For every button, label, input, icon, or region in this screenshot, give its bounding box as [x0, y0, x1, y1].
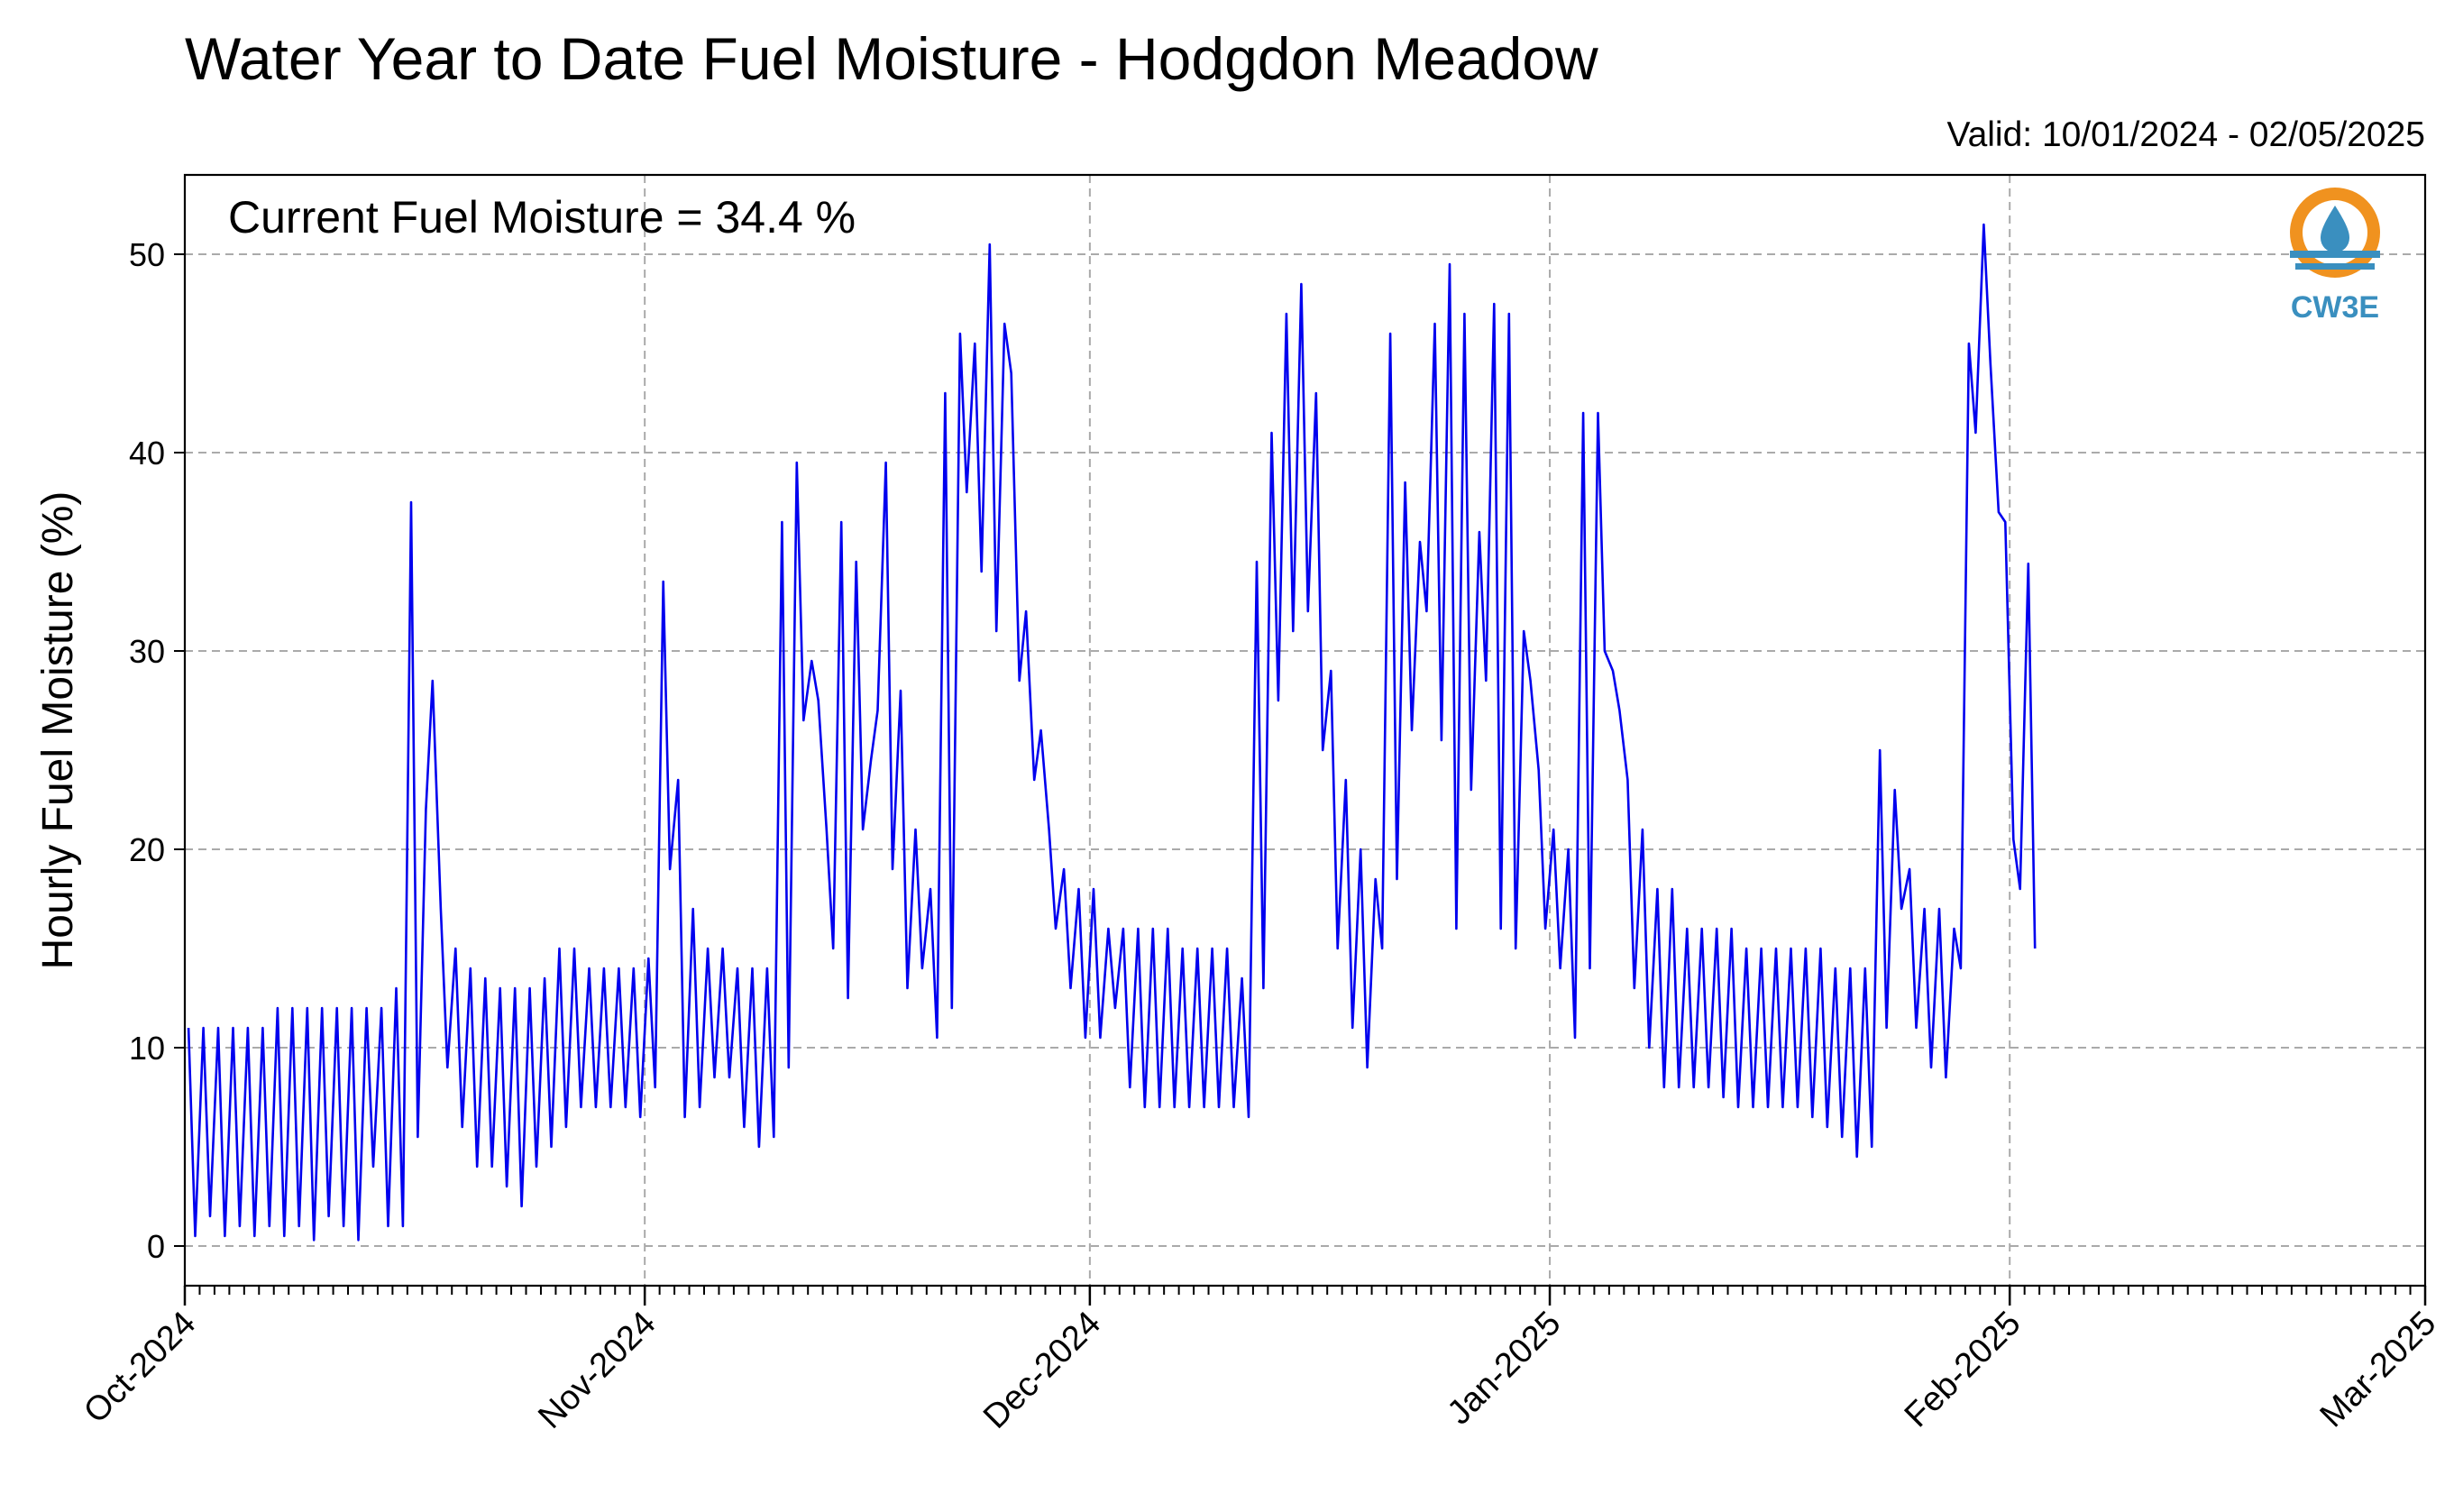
- y-tick-label: 10: [129, 1030, 165, 1067]
- y-tick-label: 40: [129, 435, 165, 472]
- logo-drop-icon: [2321, 206, 2349, 252]
- gridlines: [184, 175, 2426, 1286]
- chart-title: Water Year to Date Fuel Moisture - Hodgd…: [185, 25, 1598, 92]
- current-fuel-moisture-annotation: Current Fuel Moisture = 34.4 %: [228, 192, 856, 243]
- x-tick-label: Nov-2024: [531, 1305, 663, 1436]
- logo-wave-2: [2295, 263, 2375, 270]
- x-tick-label: Feb-2025: [1898, 1305, 2028, 1435]
- x-tick-label: Jan-2025: [1441, 1305, 1569, 1433]
- logo-text: CW3E: [2291, 290, 2379, 325]
- y-tick-label: 0: [147, 1228, 165, 1265]
- y-tick-label: 20: [129, 831, 165, 868]
- chart-subtitle: Valid: 10/01/2024 - 02/05/2025: [1946, 115, 2425, 154]
- x-tick-label: Oct-2024: [77, 1305, 203, 1431]
- y-axis-label: Hourly Fuel Moisture (%): [34, 491, 82, 970]
- x-tick-label: Dec-2024: [976, 1305, 1108, 1436]
- fuel-moisture-series: [187, 223, 2037, 1242]
- y-axis: 0 10 20 30 40 50: [129, 236, 185, 1265]
- x-axis: Oct-2024 Nov-2024 Dec-2024 Jan-2025 Feb-2025…: [77, 1286, 2443, 1436]
- plot-frame: [183, 173, 2427, 1287]
- cw3e-logo: CW3E: [2290, 188, 2380, 325]
- x-tick-label: Mar-2025: [2313, 1305, 2444, 1435]
- y-tick-label: 50: [129, 236, 165, 273]
- fuel-moisture-line: [187, 223, 2037, 1242]
- logo-wave-1: [2290, 251, 2380, 258]
- y-tick-label: 30: [129, 633, 165, 670]
